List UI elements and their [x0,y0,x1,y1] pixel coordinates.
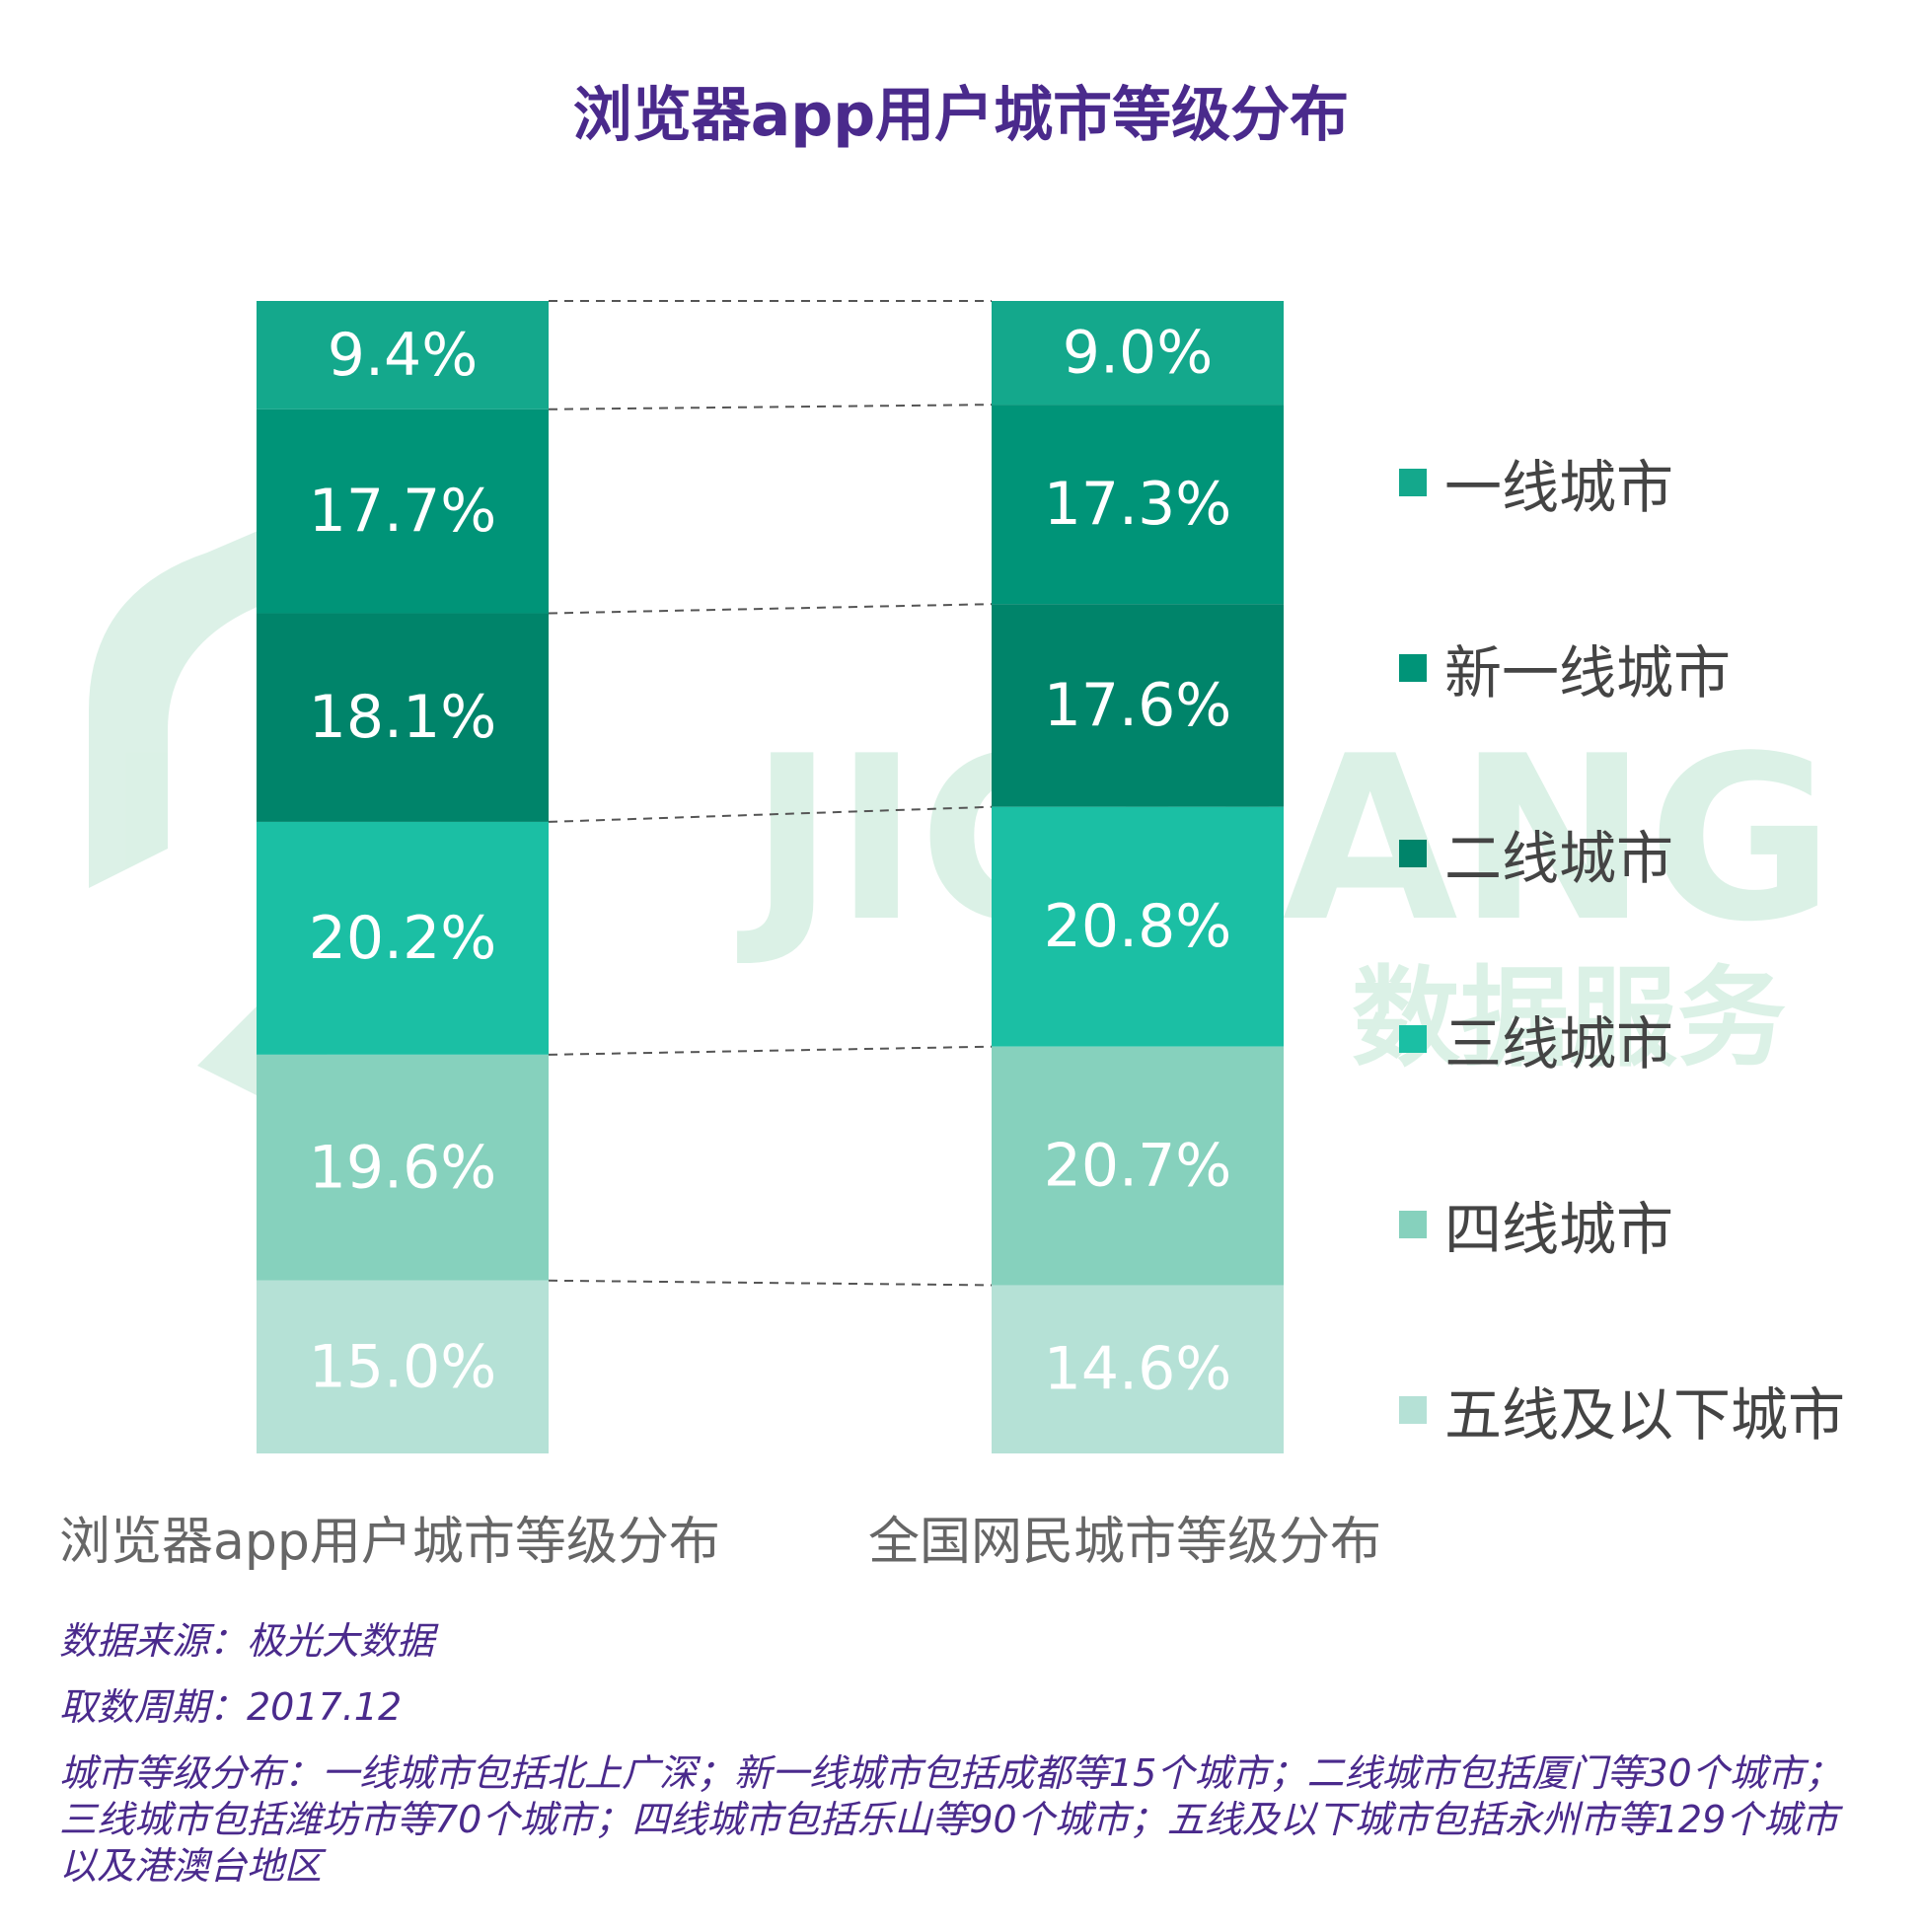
legend-swatch-2 [1399,840,1427,867]
connector-line-3 [548,805,993,823]
legend-swatch-5 [1399,1396,1427,1424]
legend-swatch-1 [1399,654,1427,682]
bar-segment-1-0 [992,301,1284,406]
legend-item-2: 二线城市 [1399,761,1845,946]
legend-swatch-4 [1399,1211,1427,1238]
bar-segment-1-2 [992,604,1284,807]
data-label-0-3: 20.2% [309,904,497,973]
bar-segment-0-2 [257,613,549,822]
connector-lines [548,300,993,1287]
chart-title: 浏览器app用户城市等级分布 [572,81,1350,150]
legend-item-0: 一线城市 [1399,390,1845,575]
bar-segment-1-3 [992,806,1284,1047]
watermark-text-sub: 数据服务 [1352,955,1786,1081]
data-label-0-4: 19.6% [309,1133,497,1202]
legend-swatch-0 [1399,469,1427,496]
connector-line-5 [548,1279,993,1287]
bar-segment-0-0 [257,301,549,409]
legend-item-5: 五线及以下城市 [1399,1317,1845,1503]
legend: 一线城市新一线城市二线城市三线城市四线城市五线及以下城市 [1399,390,1845,1503]
bar-segment-1-4 [992,1046,1284,1286]
data-label-0-0: 9.4% [328,321,478,390]
data-label-1-4: 20.7% [1044,1132,1232,1201]
bar-segment-1-1 [992,405,1284,605]
bar-segment-0-5 [257,1280,549,1453]
legend-label-0: 一线城市 [1444,454,1674,521]
watermark-logo-shape [89,464,464,888]
data-label-1-0: 9.0% [1063,319,1213,388]
connector-line-4 [548,1045,993,1056]
notes: 数据来源：极光大数据 取数周期：2017.12 城市等级分布：一线城市包括北上广… [59,1618,1875,1890]
legend-label-3: 三线城市 [1444,1010,1674,1077]
bars-layer [257,301,1284,1453]
legend-label-1: 新一线城市 [1444,639,1732,706]
stacked-bar-chart: JIGUANG 数据服务 9.4% 17.7% 18.1% 20.2% 19.6% 15.… [89,300,1834,1453]
definition-note: 城市等级分布：一线城市包括北上广深；新一线城市包括成都等15个城市；二线城市包括… [59,1751,1842,1888]
legend-label-2: 二线城市 [1444,825,1674,892]
legend-swatch-3 [1399,1025,1427,1053]
data-label-0-2: 18.1% [309,683,497,752]
legend-item-4: 四线城市 [1399,1132,1845,1317]
bar-segment-0-3 [257,821,549,1055]
data-label-0-1: 17.7% [309,477,497,546]
category-label-0: 浏览器app用户城市等级分布 [59,1513,720,1572]
legend-label-4: 四线城市 [1444,1196,1674,1263]
data-label-0-5: 15.0% [309,1332,497,1401]
bar-segment-0-1 [257,409,549,614]
source-note: 数据来源：极光大数据 [59,1619,435,1663]
data-label-1-2: 17.6% [1044,671,1232,740]
labels-layer: 9.4% 17.7% 18.1% 20.2% 19.6% 15.0% 9.0% 17.3% 17… [309,319,1232,1404]
data-label-1-5: 14.6% [1044,1335,1232,1404]
watermark-text-main: JIGUANG [737,708,1834,972]
category-label-1: 全国网民城市等级分布 [868,1513,1382,1572]
bar-segment-1-5 [992,1285,1284,1453]
legend-item-3: 三线城市 [1399,946,1845,1132]
data-label-1-1: 17.3% [1044,470,1232,539]
legend-label-5: 五线及以下城市 [1444,1381,1846,1449]
connector-line-2 [548,603,993,615]
data-label-1-3: 20.8% [1044,892,1232,961]
connector-line-1 [548,404,993,410]
legend-item-1: 新一线城市 [1399,575,1845,761]
bar-segment-0-4 [257,1054,549,1281]
period-note: 取数周期：2017.12 [59,1685,403,1729]
